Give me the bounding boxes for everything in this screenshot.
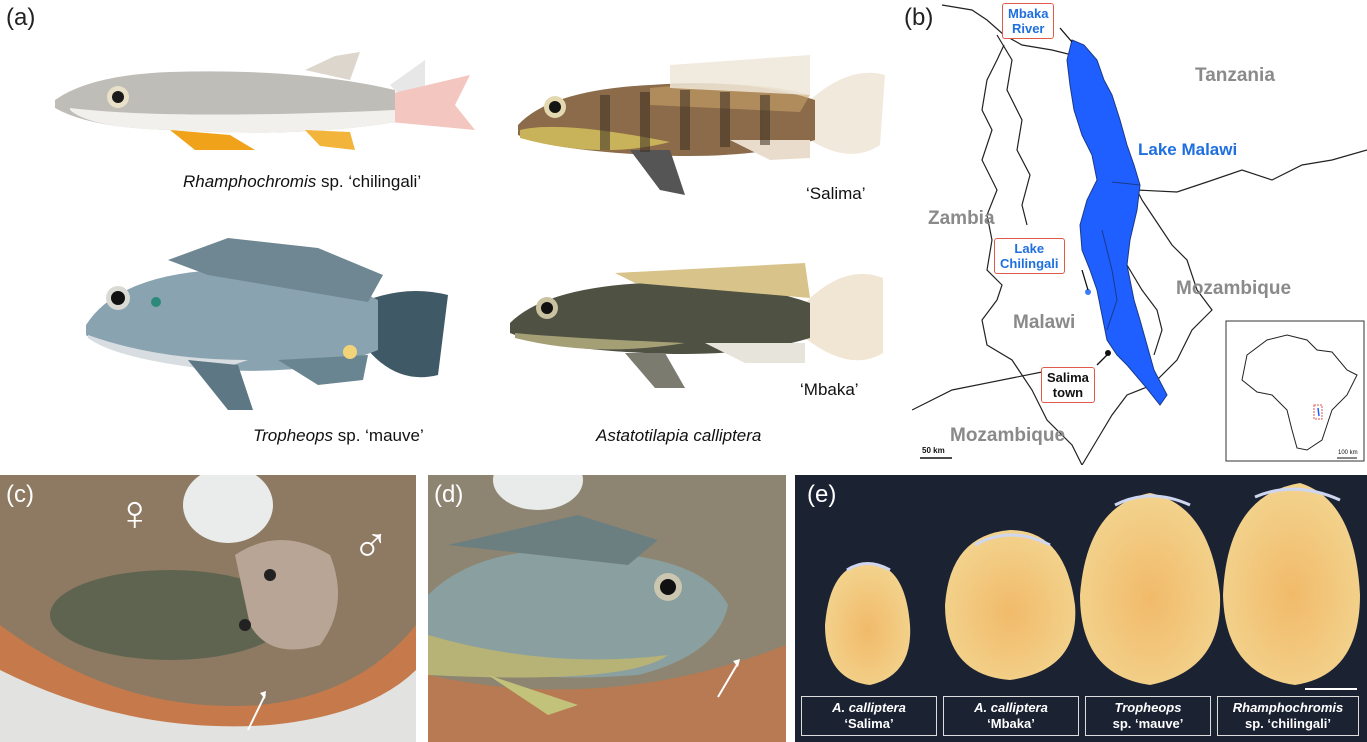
egg-label-salima-line2: ‘Salima’: [844, 716, 894, 731]
egg-images: [825, 483, 1360, 690]
scale-label-main: 50 km: [922, 446, 945, 455]
male-symbol: ♂: [352, 517, 390, 573]
label-tanzania: Tanzania: [1195, 65, 1275, 86]
egg-label-salima-line1: A. calliptera: [832, 700, 906, 715]
egg-salima: [825, 563, 911, 685]
astatotilapia-caption: Astatotilapia calliptera: [596, 426, 761, 446]
mbaka-caption: ‘Mbaka’: [800, 380, 859, 399]
panel-label-e: (e): [807, 481, 837, 508]
rhamphochromis-caption-rest: sp. ‘chilingali’: [316, 172, 422, 191]
salima-caption: ‘Salima’: [806, 184, 866, 203]
callout-salima-town-line1: Salima: [1047, 370, 1089, 385]
rhamphochromis-caption-italic: Rhamphochromis: [183, 172, 317, 191]
egg-label-mbaka-line2: ‘Mbaka’: [987, 716, 1035, 731]
egg-label-tropheops-line1: Tropheops: [1114, 700, 1182, 715]
malawi-map: [912, 4, 1367, 465]
callout-mbaka-river: Mbaka River: [1002, 3, 1055, 39]
map-panel: (b) Tanzania Lake Malawi Zambia Mozambiq…: [904, 0, 1367, 465]
label-mozambique-east: Mozambique: [1176, 278, 1292, 299]
female-symbol: ♀: [116, 485, 154, 541]
egg-tropheops: [1080, 493, 1221, 685]
lake-malawi-shape: [1066, 39, 1168, 406]
photo-panel-c: (c) ♀ ♂: [0, 475, 416, 742]
callout-mbaka-river-line1: Mbaka: [1008, 6, 1049, 21]
panel-label-c: (c): [6, 481, 34, 508]
label-zambia: Zambia: [928, 208, 995, 229]
callout-lake-chilingali: Lake Chilingali: [994, 238, 1065, 274]
callout-salima-town-line2: town: [1052, 385, 1084, 400]
tropheops-caption: Tropheops sp. ‘mauve’: [253, 426, 424, 446]
egg-label-mbaka-line1: A. calliptera: [974, 700, 1048, 715]
photo-c-image: [0, 475, 416, 742]
photo-panel-e: (e) A. calliptera ‘Salima’ A. calliptera…: [795, 475, 1367, 742]
egg-label-tropheops: Tropheops sp. ‘mauve’: [1085, 696, 1211, 736]
callout-salima-town: Salima town: [1041, 367, 1095, 403]
africa-outline: [1241, 334, 1358, 451]
photo-panel-d: (d): [428, 475, 786, 742]
tropheops-caption-italic: Tropheops: [253, 426, 334, 445]
egg-label-tropheops-line2: sp. ‘mauve’: [1112, 716, 1184, 731]
astatotilapia-caption-italic: Astatotilapia calliptera: [596, 426, 762, 445]
tropheops-fish-image: [86, 238, 448, 410]
callout-lake-chilingali-line2: Chilingali: [1000, 256, 1059, 271]
label-malawi: Malawi: [1013, 312, 1076, 333]
salima-fish-image: [518, 55, 885, 195]
label-mozambique-south: Mozambique: [950, 425, 1066, 446]
panel-label-b: (b): [904, 4, 934, 31]
tropheops-caption-rest: sp. ‘mauve’: [333, 426, 424, 445]
egg-label-mbaka: A. calliptera ‘Mbaka’: [943, 696, 1079, 736]
panel-label-d: (d): [434, 481, 464, 508]
mbaka-fish-image: [510, 263, 883, 388]
egg-label-rhamphochromis: Rhamphochromis sp. ‘chilingali’: [1217, 696, 1359, 736]
scale-label-inset: 100 km: [1338, 450, 1358, 456]
egg-label-rhamphochromis-line2: sp. ‘chilingali’: [1245, 716, 1331, 731]
egg-label-salima: A. calliptera ‘Salima’: [801, 696, 937, 736]
egg-label-rhamphochromis-line1: Rhamphochromis: [1232, 700, 1344, 715]
egg-mbaka: [945, 530, 1076, 680]
label-lake-malawi: Lake Malawi: [1138, 140, 1238, 159]
rhamphochromis-caption: Rhamphochromis sp. ‘chilingali’: [183, 172, 421, 192]
photo-d-image: [428, 475, 786, 742]
egg-rhamphochromis: [1223, 483, 1360, 685]
panel-label-a: (a): [6, 4, 36, 31]
rhamphochromis-fish-image: [55, 52, 475, 150]
callout-mbaka-river-line2: River: [1011, 21, 1045, 36]
callout-lake-chilingali-line1: Lake: [1014, 241, 1045, 256]
